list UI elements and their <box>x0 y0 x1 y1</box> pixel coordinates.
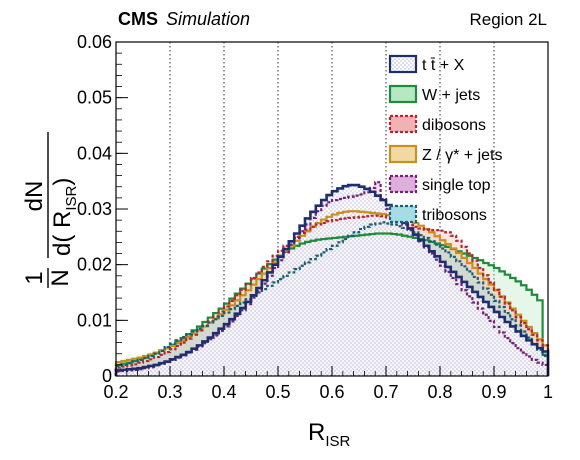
legend: t t̄ + X W + jets dibosons Z / γ* + jets sin… <box>388 54 502 224</box>
y-axis-title-den-end: ) <box>49 178 76 186</box>
series-line-4 <box>114 181 550 376</box>
y-tick-label-5: 0.05 <box>77 88 112 108</box>
y-tick-label-2: 0.02 <box>77 255 112 275</box>
header: CMS Simulation Region 2L <box>118 9 547 29</box>
legend-label-5: tribosons <box>422 207 487 224</box>
legend-label-3: Z / γ* + jets <box>422 147 502 164</box>
x-tick-label-4: 0.6 <box>319 382 344 402</box>
legend-swatch-2 <box>388 114 418 134</box>
region-label: Region 2L <box>469 10 547 29</box>
x-axis-title-sub: ISR <box>325 433 350 450</box>
x-axis-title-main: R <box>308 419 325 446</box>
y-axis-title-den-main: d( R <box>49 211 76 256</box>
x-tick-label-6: 0.8 <box>427 382 452 402</box>
y-tick-label-0: 0 <box>102 366 112 386</box>
x-tick-label-0: 0.2 <box>103 382 128 402</box>
y-axis-title-num: dN <box>21 181 48 212</box>
y-tick-label-3: 0.03 <box>77 199 112 219</box>
series-line-5 <box>114 221 550 376</box>
x-tick-label-3: 0.5 <box>265 382 290 402</box>
x-tick-label-7: 0.9 <box>481 382 506 402</box>
legend-label-0: t t̄ + X <box>422 57 465 74</box>
legend-swatch-1 <box>388 84 418 104</box>
legend-swatch-5 <box>388 204 418 224</box>
y-axis-title: 1 N dN d( RISR) <box>21 132 80 288</box>
x-axis-title: RISR <box>308 419 351 450</box>
x-tick-label-1: 0.3 <box>157 382 182 402</box>
svg-text:d( RISR): d( RISR) <box>49 178 80 256</box>
legend-swatch-0 <box>388 54 418 74</box>
y-axis-title-prefix-den: N <box>47 269 74 286</box>
legend-label-1: W + jets <box>422 87 480 104</box>
svg-text:RISR: RISR <box>308 419 351 450</box>
legend-swatch-3 <box>388 144 418 164</box>
series-line-2 <box>114 214 550 376</box>
x-tick-label-5: 0.7 <box>373 382 398 402</box>
y-tick-label-1: 0.01 <box>77 310 112 330</box>
y-tick-label-4: 0.04 <box>77 143 112 163</box>
x-tick-label-2: 0.4 <box>211 382 236 402</box>
histogram-series <box>114 181 550 376</box>
legend-label-4: single top <box>422 177 491 194</box>
legend-label-2: dibosons <box>422 117 486 134</box>
y-axis-title-den-sub: ISR <box>63 185 80 210</box>
experiment-label: CMS <box>118 9 158 29</box>
tag-label: Simulation <box>166 9 250 29</box>
x-tick-label-8: 1 <box>543 382 553 402</box>
axis-ticks: 0.2 0.3 0.4 0.5 0.6 0.7 0.8 0.9 1 0 0.01 0.02 0.03 0.… <box>77 32 553 402</box>
legend-swatch-4 <box>388 174 418 194</box>
y-tick-label-6: 0.06 <box>77 32 112 52</box>
series-line-0 <box>114 183 550 376</box>
y-axis-title-prefix-num: 1 <box>21 271 48 284</box>
